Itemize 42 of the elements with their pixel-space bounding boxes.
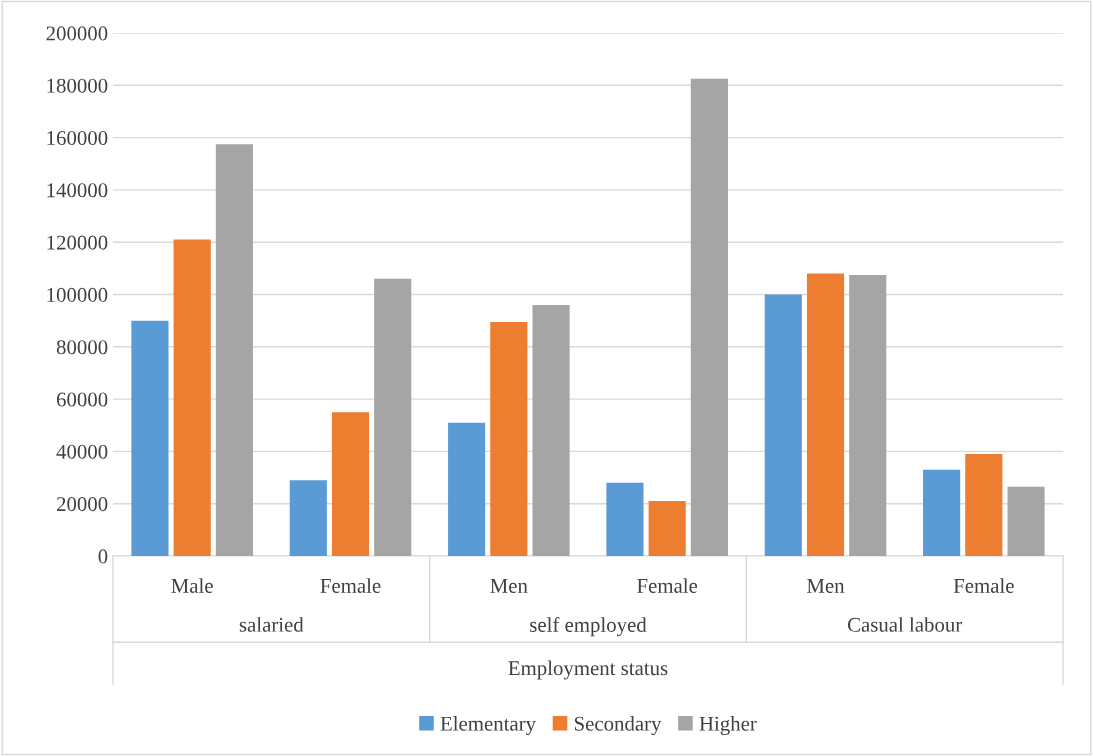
bar (490, 321, 528, 556)
y-tick-label: 140000 (47, 183, 108, 198)
y-tick-label: 80000 (56, 340, 108, 355)
legend-label: Higher (699, 716, 757, 736)
legend-label: Elementary (440, 716, 536, 736)
y-tick-label: 180000 (47, 78, 108, 93)
y-tick-label: 20000 (56, 497, 108, 512)
bar (764, 294, 802, 556)
bar (448, 422, 486, 556)
bar (331, 412, 370, 556)
text: Casual labour (847, 617, 963, 632)
bar (806, 273, 845, 556)
bar (131, 320, 169, 556)
bar (374, 278, 412, 556)
y-tick-label: 100000 (47, 287, 108, 302)
legend-label: Secondary (574, 716, 662, 736)
bar (1007, 486, 1045, 556)
x-tick-label: Men (807, 579, 845, 593)
bar (606, 482, 644, 556)
y-tick-label: 200000 (46, 26, 108, 41)
bar (965, 454, 1003, 556)
x-tick-label: Men (490, 579, 528, 593)
y-tick-label: 160000 (47, 130, 108, 146)
x-tick-label: Female (637, 578, 698, 593)
x-tick-label: Female (953, 578, 1014, 593)
bar (648, 501, 686, 556)
bar (532, 304, 570, 556)
bar (215, 144, 253, 556)
text: self employed (530, 617, 647, 637)
y-tick-label: 40000 (56, 444, 108, 459)
bar (690, 78, 728, 556)
bar (173, 239, 211, 556)
y-tick-label: 60000 (56, 392, 108, 407)
y-tick-label: 0 (98, 549, 108, 564)
text: salaried (239, 617, 304, 632)
bar (849, 274, 887, 556)
bar (289, 480, 327, 556)
x-axis-title: Employment status (508, 660, 668, 680)
y-tick-label: 120000 (47, 235, 108, 250)
bar (923, 469, 961, 556)
x-tick-label: Male (171, 578, 213, 593)
x-tick-label: Female (320, 578, 381, 593)
